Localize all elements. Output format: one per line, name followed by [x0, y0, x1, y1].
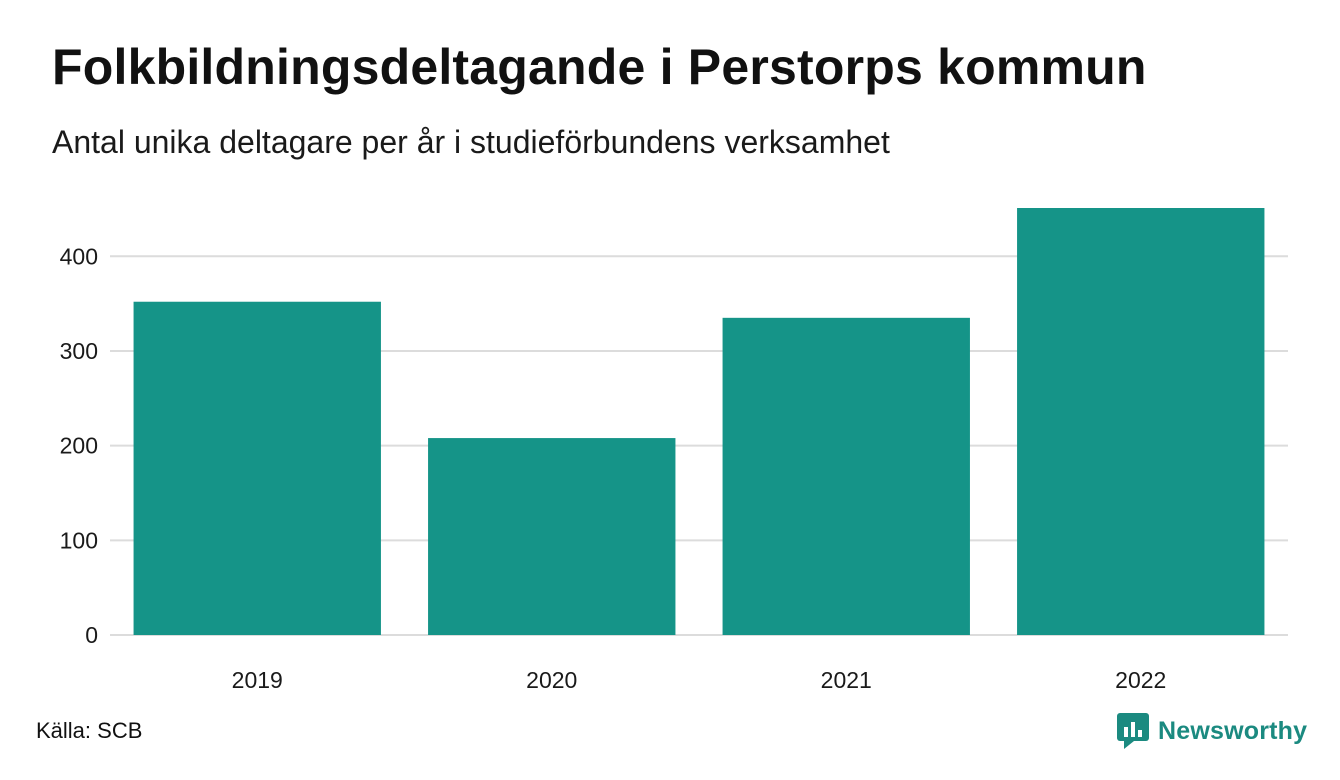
y-tick-label: 100 — [60, 527, 98, 553]
newsworthy-logo-icon — [1117, 713, 1149, 749]
chart-subtitle: Antal unika deltagare per år i studieför… — [52, 124, 890, 160]
source-note: Källa: SCB — [36, 718, 143, 743]
x-tick-label: 2022 — [1115, 667, 1166, 693]
bar-chart: 0 100 200 300 400 2019 2020 2021 2022 — [60, 208, 1288, 693]
y-tick-label: 400 — [60, 243, 98, 269]
bar-2019 — [133, 301, 381, 635]
y-tick-label: 200 — [60, 433, 98, 459]
x-tick-label: 2020 — [526, 667, 577, 693]
x-tick-label: 2019 — [232, 667, 283, 693]
bars — [133, 208, 1265, 635]
bar-2021 — [722, 317, 970, 635]
y-tick-label: 300 — [60, 338, 98, 364]
y-axis-ticks: 0 100 200 300 400 — [60, 243, 98, 648]
x-tick-label: 2021 — [821, 667, 872, 693]
chart-title: Folkbildningsdeltagande i Perstorps komm… — [52, 39, 1147, 95]
bar-2022 — [1017, 208, 1265, 635]
brand-name: Newsworthy — [1158, 716, 1308, 745]
x-axis-ticks: 2019 2020 2021 2022 — [232, 667, 1167, 693]
bar-2020 — [428, 438, 676, 635]
y-tick-label: 0 — [85, 622, 98, 648]
brand-logo: Newsworthy — [1116, 712, 1307, 750]
